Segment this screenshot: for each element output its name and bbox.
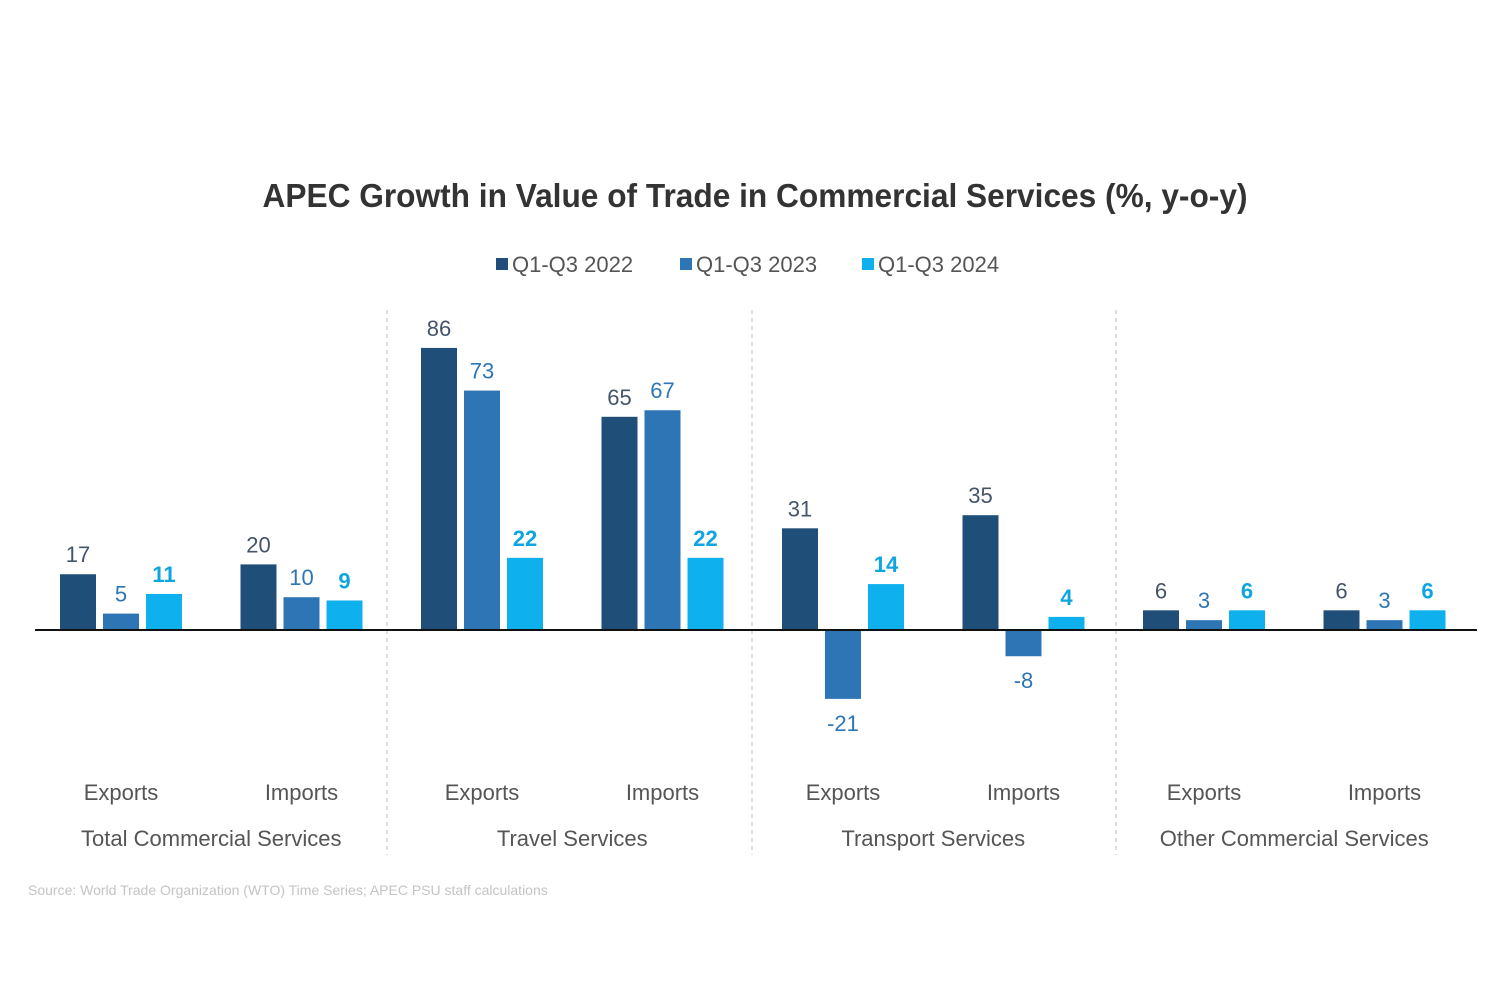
value-label-0-0: 17: [66, 542, 90, 567]
group-label-3: Other Commercial Services: [1160, 826, 1429, 851]
group-label-0: Total Commercial Services: [81, 826, 341, 851]
bar-2-0: [146, 593, 182, 630]
value-label-0-1: 20: [246, 532, 270, 557]
bar-1-4: [825, 630, 861, 699]
category-label-3: Imports: [626, 780, 699, 805]
category-label-7: Imports: [1348, 780, 1421, 805]
group-label-2: Transport Services: [841, 826, 1025, 851]
legend-label-1: Q1-Q3 2023: [696, 252, 817, 277]
bar-1-7: [1366, 620, 1403, 630]
bar-2-4: [868, 584, 904, 630]
value-label-1-6: 3: [1198, 588, 1210, 613]
value-label-1-5: -8: [1014, 668, 1034, 693]
category-label-4: Exports: [806, 780, 881, 805]
value-label-2-0: 11: [152, 562, 175, 587]
value-label-2-3: 22: [693, 526, 717, 551]
category-label-0: Exports: [84, 780, 159, 805]
value-label-2-7: 6: [1421, 578, 1433, 603]
value-label-2-4: 14: [874, 552, 899, 577]
bar-2-1: [326, 600, 363, 630]
value-label-1-0: 5: [115, 582, 127, 607]
value-label-1-4: -21: [827, 711, 859, 736]
category-label-5: Imports: [987, 780, 1060, 805]
bar-1-0: [103, 613, 139, 630]
value-label-2-2: 22: [513, 526, 537, 551]
bar-1-1: [283, 597, 320, 630]
bars: [60, 347, 1446, 699]
bar-2-7: [1409, 610, 1446, 630]
value-labels: 17 5 11 20 10 9 86 73 22 65 67 22 31 -21 14 35 -8 4 6 3 6 6 3 6: [66, 316, 1434, 736]
bar-0-2: [421, 347, 457, 630]
bar-2-6: [1229, 610, 1265, 630]
value-label-0-5: 35: [968, 483, 992, 508]
bar-2-3: [687, 557, 724, 630]
bar-1-5: [1005, 630, 1042, 657]
value-label-1-2: 73: [470, 359, 494, 384]
bar-0-6: [1143, 610, 1179, 630]
value-label-0-6: 6: [1155, 578, 1167, 603]
legend: Q1-Q3 2022 Q1-Q3 2023 Q1-Q3 2024: [496, 252, 999, 277]
bar-2-2: [507, 557, 543, 630]
legend-label-2: Q1-Q3 2024: [878, 252, 999, 277]
category-labels: Exports Imports Total Commercial Services E…: [81, 780, 1429, 851]
group-separators: [386, 310, 1117, 855]
legend-swatch-2: [862, 258, 874, 270]
value-label-1-3: 67: [650, 378, 674, 403]
category-label-6: Exports: [1167, 780, 1242, 805]
value-label-2-6: 6: [1241, 578, 1253, 603]
value-label-0-2: 86: [427, 316, 451, 341]
bar-1-2: [464, 390, 500, 630]
bar-0-1: [240, 564, 277, 630]
category-label-1: Imports: [265, 780, 338, 805]
value-label-1-7: 3: [1378, 588, 1390, 613]
bar-1-6: [1186, 620, 1222, 630]
chart-title: APEC Growth in Value of Trade in Commerc…: [263, 177, 1248, 214]
bar-1-3: [644, 410, 681, 630]
bar-0-0: [60, 574, 96, 630]
value-label-0-4: 31: [788, 496, 812, 521]
value-label-2-1: 9: [338, 568, 350, 593]
value-label-0-3: 65: [607, 385, 631, 410]
bar-0-3: [601, 416, 638, 630]
bar-0-4: [782, 528, 818, 630]
value-label-0-7: 6: [1335, 578, 1347, 603]
bar-0-7: [1323, 610, 1360, 630]
bar-0-5: [962, 515, 999, 630]
source-note: Source: World Trade Organization (WTO) T…: [28, 882, 548, 898]
category-label-2: Exports: [445, 780, 520, 805]
bar-2-5: [1048, 616, 1085, 630]
legend-swatch-1: [680, 258, 692, 270]
value-label-2-5: 4: [1060, 585, 1073, 610]
group-label-1: Travel Services: [497, 826, 648, 851]
legend-swatch-0: [496, 258, 508, 270]
value-label-1-1: 10: [289, 565, 313, 590]
legend-label-0: Q1-Q3 2022: [512, 252, 633, 277]
